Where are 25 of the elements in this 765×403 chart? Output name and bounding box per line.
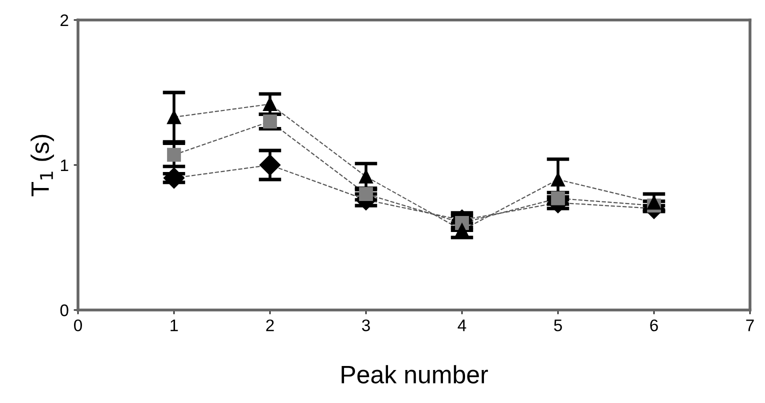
point bbox=[263, 97, 277, 112]
x-tick-label: 3 bbox=[362, 319, 370, 332]
point bbox=[359, 187, 373, 201]
point bbox=[551, 191, 565, 206]
point bbox=[647, 196, 661, 210]
y-tick-label: 0 bbox=[60, 304, 68, 316]
point bbox=[551, 172, 565, 186]
point bbox=[359, 170, 373, 184]
x-axis-title: Peak number bbox=[342, 365, 488, 384]
point bbox=[455, 223, 469, 238]
y-tick-label: 1 bbox=[60, 160, 68, 172]
x-tick-label: 7 bbox=[746, 320, 754, 332]
y-axis-title: T$_{1}$ (s) bbox=[30, 134, 54, 196]
y-tick-label: 2 bbox=[60, 14, 68, 26]
point bbox=[263, 114, 277, 128]
point bbox=[163, 168, 185, 189]
point bbox=[167, 148, 181, 162]
x-tick-label: 6 bbox=[650, 319, 658, 332]
point bbox=[167, 110, 181, 124]
x-tick-label: 5 bbox=[554, 320, 562, 332]
point bbox=[259, 154, 281, 176]
x-tick-label: 0 bbox=[74, 319, 82, 332]
x-tick-label: 2 bbox=[266, 319, 274, 332]
x-tick-label: 4 bbox=[458, 320, 466, 332]
x-tick-label: 1 bbox=[170, 320, 178, 332]
